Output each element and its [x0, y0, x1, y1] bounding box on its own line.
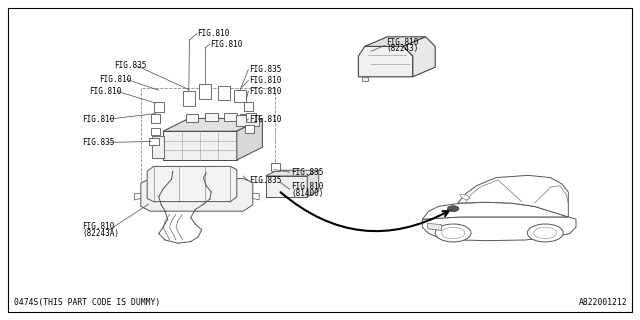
Polygon shape [152, 136, 164, 158]
Text: FIG.810: FIG.810 [90, 87, 122, 96]
Polygon shape [218, 86, 230, 100]
Circle shape [435, 224, 471, 242]
Polygon shape [240, 114, 253, 122]
Polygon shape [183, 91, 195, 106]
Text: FIG.810: FIG.810 [386, 38, 419, 47]
Text: (81400): (81400) [291, 189, 324, 198]
Text: FIG.810: FIG.810 [250, 87, 282, 96]
Polygon shape [234, 90, 246, 102]
Circle shape [442, 227, 465, 239]
Polygon shape [460, 195, 470, 200]
Text: FIG.810: FIG.810 [250, 115, 282, 124]
Polygon shape [403, 37, 435, 77]
Text: FIG.810: FIG.810 [82, 222, 115, 231]
Polygon shape [163, 118, 262, 131]
Polygon shape [237, 118, 262, 160]
Polygon shape [151, 114, 160, 123]
Polygon shape [149, 138, 159, 145]
Polygon shape [199, 84, 211, 99]
Text: FIG.810: FIG.810 [250, 76, 282, 85]
Text: (82243): (82243) [386, 44, 419, 53]
Polygon shape [422, 217, 576, 241]
Polygon shape [266, 176, 307, 197]
Text: A822001212: A822001212 [579, 298, 627, 307]
Text: (82243A): (82243A) [82, 229, 119, 238]
Polygon shape [236, 115, 259, 126]
Circle shape [534, 227, 557, 239]
Polygon shape [422, 202, 568, 219]
Text: FIG.835: FIG.835 [82, 138, 115, 147]
Polygon shape [245, 125, 255, 133]
Text: FIG.810: FIG.810 [210, 40, 243, 49]
Circle shape [447, 206, 459, 212]
Polygon shape [428, 223, 442, 230]
Polygon shape [458, 175, 568, 217]
Polygon shape [205, 113, 218, 121]
Text: FIG.835: FIG.835 [250, 176, 282, 185]
Polygon shape [134, 194, 141, 200]
Polygon shape [365, 37, 426, 46]
Text: FIG.835: FIG.835 [114, 61, 147, 70]
Polygon shape [147, 166, 237, 202]
Text: FIG.810: FIG.810 [99, 75, 132, 84]
Text: FIG.835: FIG.835 [291, 168, 324, 177]
Polygon shape [246, 113, 256, 122]
Polygon shape [253, 194, 259, 200]
Polygon shape [186, 114, 198, 122]
Polygon shape [307, 170, 319, 197]
Polygon shape [362, 77, 368, 81]
Polygon shape [141, 179, 253, 211]
Polygon shape [244, 102, 253, 111]
Bar [141, 88, 275, 182]
Polygon shape [358, 46, 413, 77]
Text: 0474S(THIS PART CODE IS DUMMY): 0474S(THIS PART CODE IS DUMMY) [14, 298, 161, 307]
Text: FIG.810: FIG.810 [291, 182, 324, 191]
Polygon shape [266, 170, 319, 176]
Text: FIG.835: FIG.835 [250, 65, 282, 74]
Text: FIG.810: FIG.810 [197, 29, 230, 38]
Polygon shape [163, 131, 237, 160]
Polygon shape [271, 163, 280, 171]
Polygon shape [151, 128, 160, 135]
Text: FIG.810: FIG.810 [82, 115, 115, 124]
Polygon shape [154, 102, 164, 112]
Circle shape [527, 224, 563, 242]
Polygon shape [224, 113, 237, 121]
